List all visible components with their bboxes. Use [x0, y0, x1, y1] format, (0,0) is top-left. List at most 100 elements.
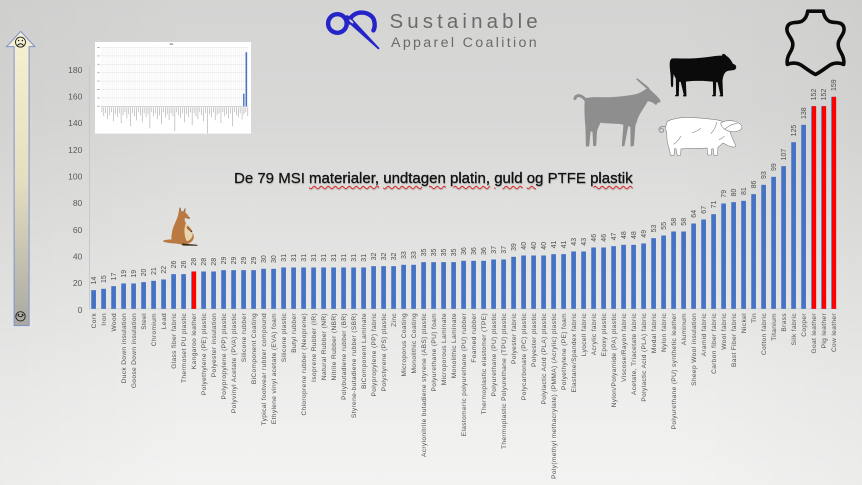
- svg-text:36: 36: [461, 247, 468, 255]
- svg-text:Chloroprene rubber (Neoprene): Chloroprene rubber (Neoprene): [301, 313, 308, 416]
- svg-text:33: 33: [401, 251, 408, 259]
- svg-text:20: 20: [141, 268, 148, 276]
- svg-text:Silicone plastic: Silicone plastic: [281, 313, 288, 363]
- svg-text:22: 22: [161, 266, 168, 274]
- svg-text:Goat leather: Goat leather: [811, 313, 818, 354]
- svg-text:Polyester fabric: Polyester fabric: [511, 313, 518, 364]
- svg-text:Pig leather: Pig leather: [821, 313, 828, 349]
- svg-text:Styrene-butadiene rubber (SBR): Styrene-butadiene rubber (SBR): [351, 313, 358, 418]
- svg-text:35: 35: [421, 248, 428, 256]
- svg-text:15: 15: [101, 275, 108, 283]
- svg-text:Steel: Steel: [141, 313, 148, 330]
- svg-text:49: 49: [641, 230, 648, 238]
- svg-text:37: 37: [491, 246, 498, 254]
- svg-text:40: 40: [73, 252, 83, 262]
- svg-text:20: 20: [73, 278, 83, 288]
- svg-text:Polylactic Acid (PLA) fabric: Polylactic Acid (PLA) fabric: [641, 313, 648, 402]
- svg-text:31: 31: [301, 254, 308, 262]
- svg-text:35: 35: [431, 248, 438, 256]
- svg-text:35: 35: [441, 248, 448, 256]
- svg-text:71: 71: [711, 200, 718, 208]
- svg-text:Thermoplastic Polyurethane (TP: Thermoplastic Polyurethane (TPU) plastic: [501, 313, 508, 449]
- svg-text:86: 86: [751, 180, 758, 188]
- svg-text:Polyurethane (PU) synthetic le: Polyurethane (PU) synthetic leather: [671, 313, 678, 430]
- svg-text:36: 36: [471, 247, 478, 255]
- svg-text:Foamed rubber: Foamed rubber: [471, 313, 478, 363]
- svg-text:Ethylene vinyl acetate (EVA) f: Ethylene vinyl acetate (EVA) foam: [271, 313, 278, 424]
- svg-text:31: 31: [311, 254, 318, 262]
- svg-text:Acrylonitrile butadiene styren: Acrylonitrile butadiene styrene (ABS) pl…: [421, 313, 428, 457]
- svg-text:107: 107: [781, 149, 788, 161]
- svg-text:48: 48: [621, 231, 628, 239]
- svg-text:Polypropylene (PP) plastic: Polypropylene (PP) plastic: [221, 313, 228, 400]
- svg-text:Modal fabric: Modal fabric: [651, 313, 658, 353]
- svg-text:36: 36: [481, 247, 488, 255]
- svg-text:43: 43: [571, 238, 578, 246]
- svg-text:Polylactic Acid (PLA) plastic: Polylactic Acid (PLA) plastic: [541, 313, 548, 405]
- svg-text:17: 17: [111, 272, 118, 280]
- svg-text:40: 40: [531, 242, 538, 250]
- svg-text:Lyocell fabric: Lyocell fabric: [581, 313, 588, 356]
- svg-text:30: 30: [271, 255, 278, 263]
- svg-text:152: 152: [811, 89, 818, 101]
- svg-text:31: 31: [341, 254, 348, 262]
- svg-text:19: 19: [121, 270, 128, 278]
- svg-text:67: 67: [701, 206, 708, 214]
- svg-text:46: 46: [591, 234, 598, 242]
- svg-text:Polyethylene (PE) plastic: Polyethylene (PE) plastic: [201, 313, 208, 395]
- svg-text:0: 0: [78, 305, 83, 315]
- svg-text:35: 35: [451, 248, 458, 256]
- svg-text:Aluminum: Aluminum: [681, 313, 688, 345]
- svg-text:Polycarbonate (PC) plastic: Polycarbonate (PC) plastic: [521, 313, 528, 401]
- svg-text:Cow leather: Cow leather: [831, 313, 838, 352]
- svg-text:80: 80: [73, 198, 83, 208]
- svg-text:140: 140: [68, 118, 82, 128]
- svg-text:Microporous Laminate: Microporous Laminate: [441, 313, 448, 385]
- svg-text:Viscose/Rayon fabric: Viscose/Rayon fabric: [621, 313, 628, 382]
- svg-text:Natural Rubber (NR): Natural Rubber (NR): [321, 313, 328, 380]
- svg-text:81: 81: [741, 187, 748, 195]
- svg-text:29: 29: [251, 256, 258, 264]
- svg-text:40: 40: [541, 242, 548, 250]
- svg-text:58: 58: [671, 218, 678, 226]
- svg-text:43: 43: [581, 238, 588, 246]
- svg-text:Polystyrene (PS) plastic: Polystyrene (PS) plastic: [381, 313, 388, 392]
- svg-text:26: 26: [181, 260, 188, 268]
- svg-text:29: 29: [241, 256, 248, 264]
- svg-text:31: 31: [321, 254, 328, 262]
- svg-text:100: 100: [68, 172, 82, 182]
- svg-text:Polybutadiene rubber (BR): Polybutadiene rubber (BR): [341, 313, 348, 400]
- svg-text:120: 120: [68, 145, 82, 155]
- svg-text:58: 58: [681, 218, 688, 226]
- svg-text:Butyl rubber: Butyl rubber: [291, 313, 298, 353]
- svg-text:Iron: Iron: [101, 313, 108, 326]
- svg-text:BiComponent Coating: BiComponent Coating: [251, 313, 258, 384]
- svg-text:26: 26: [171, 260, 178, 268]
- svg-text:29: 29: [221, 256, 228, 264]
- svg-text:Aramid fabric: Aramid fabric: [701, 313, 708, 357]
- svg-text:160: 160: [68, 92, 82, 102]
- svg-text:40: 40: [521, 242, 528, 250]
- svg-text:28: 28: [211, 258, 218, 266]
- svg-text:64: 64: [691, 210, 698, 218]
- svg-text:Silicone rubber: Silicone rubber: [241, 313, 248, 363]
- svg-text:99: 99: [771, 163, 778, 171]
- svg-text:Kangaroo leather: Kangaroo leather: [191, 313, 198, 370]
- svg-text:125: 125: [791, 125, 798, 137]
- svg-text:Lead: Lead: [161, 313, 168, 329]
- svg-text:31: 31: [281, 254, 288, 262]
- svg-text:Titanium: Titanium: [771, 313, 778, 341]
- svg-text:47: 47: [611, 232, 618, 240]
- svg-text:53: 53: [651, 224, 658, 232]
- svg-text:30: 30: [261, 255, 268, 263]
- svg-text:Thermoset PU plastic: Thermoset PU plastic: [181, 313, 188, 383]
- svg-text:19: 19: [131, 270, 138, 278]
- svg-text:Thermoplastic elastomer (TPE): Thermoplastic elastomer (TPE): [481, 313, 488, 414]
- svg-text:152: 152: [821, 89, 828, 101]
- svg-text:32: 32: [371, 252, 378, 260]
- svg-text:32: 32: [381, 252, 388, 260]
- svg-text:Acetate, Triacetate fabric: Acetate, Triacetate fabric: [631, 313, 638, 395]
- svg-text:28: 28: [191, 258, 198, 266]
- svg-text:Acrylic fabric: Acrylic fabric: [591, 313, 598, 356]
- svg-text:Monolithic Coating: Monolithic Coating: [411, 313, 418, 374]
